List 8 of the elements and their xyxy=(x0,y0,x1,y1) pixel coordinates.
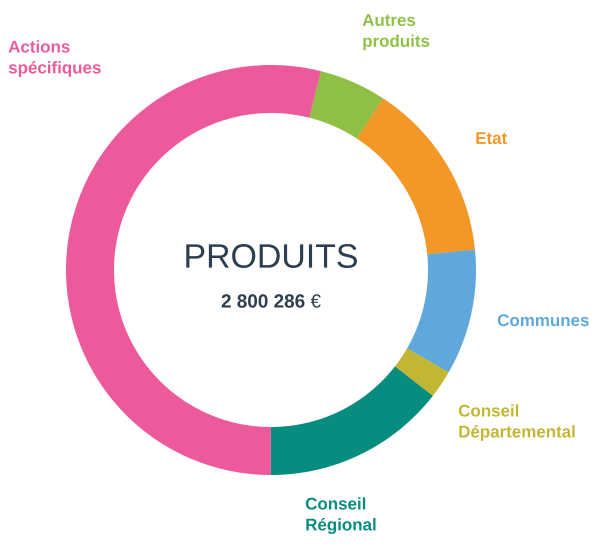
text: 2 800 286 € xyxy=(222,294,321,308)
slice-label: Conseil Régional xyxy=(306,497,376,534)
slice-label: Communes xyxy=(498,314,589,326)
slice-label: Etat xyxy=(476,132,507,144)
slice-label: Autres produits xyxy=(362,14,430,50)
slice-label: Actions spécifiques xyxy=(8,40,101,77)
slice-label: Conseil Départemental xyxy=(458,404,575,441)
text: PRODUITS xyxy=(186,244,357,268)
